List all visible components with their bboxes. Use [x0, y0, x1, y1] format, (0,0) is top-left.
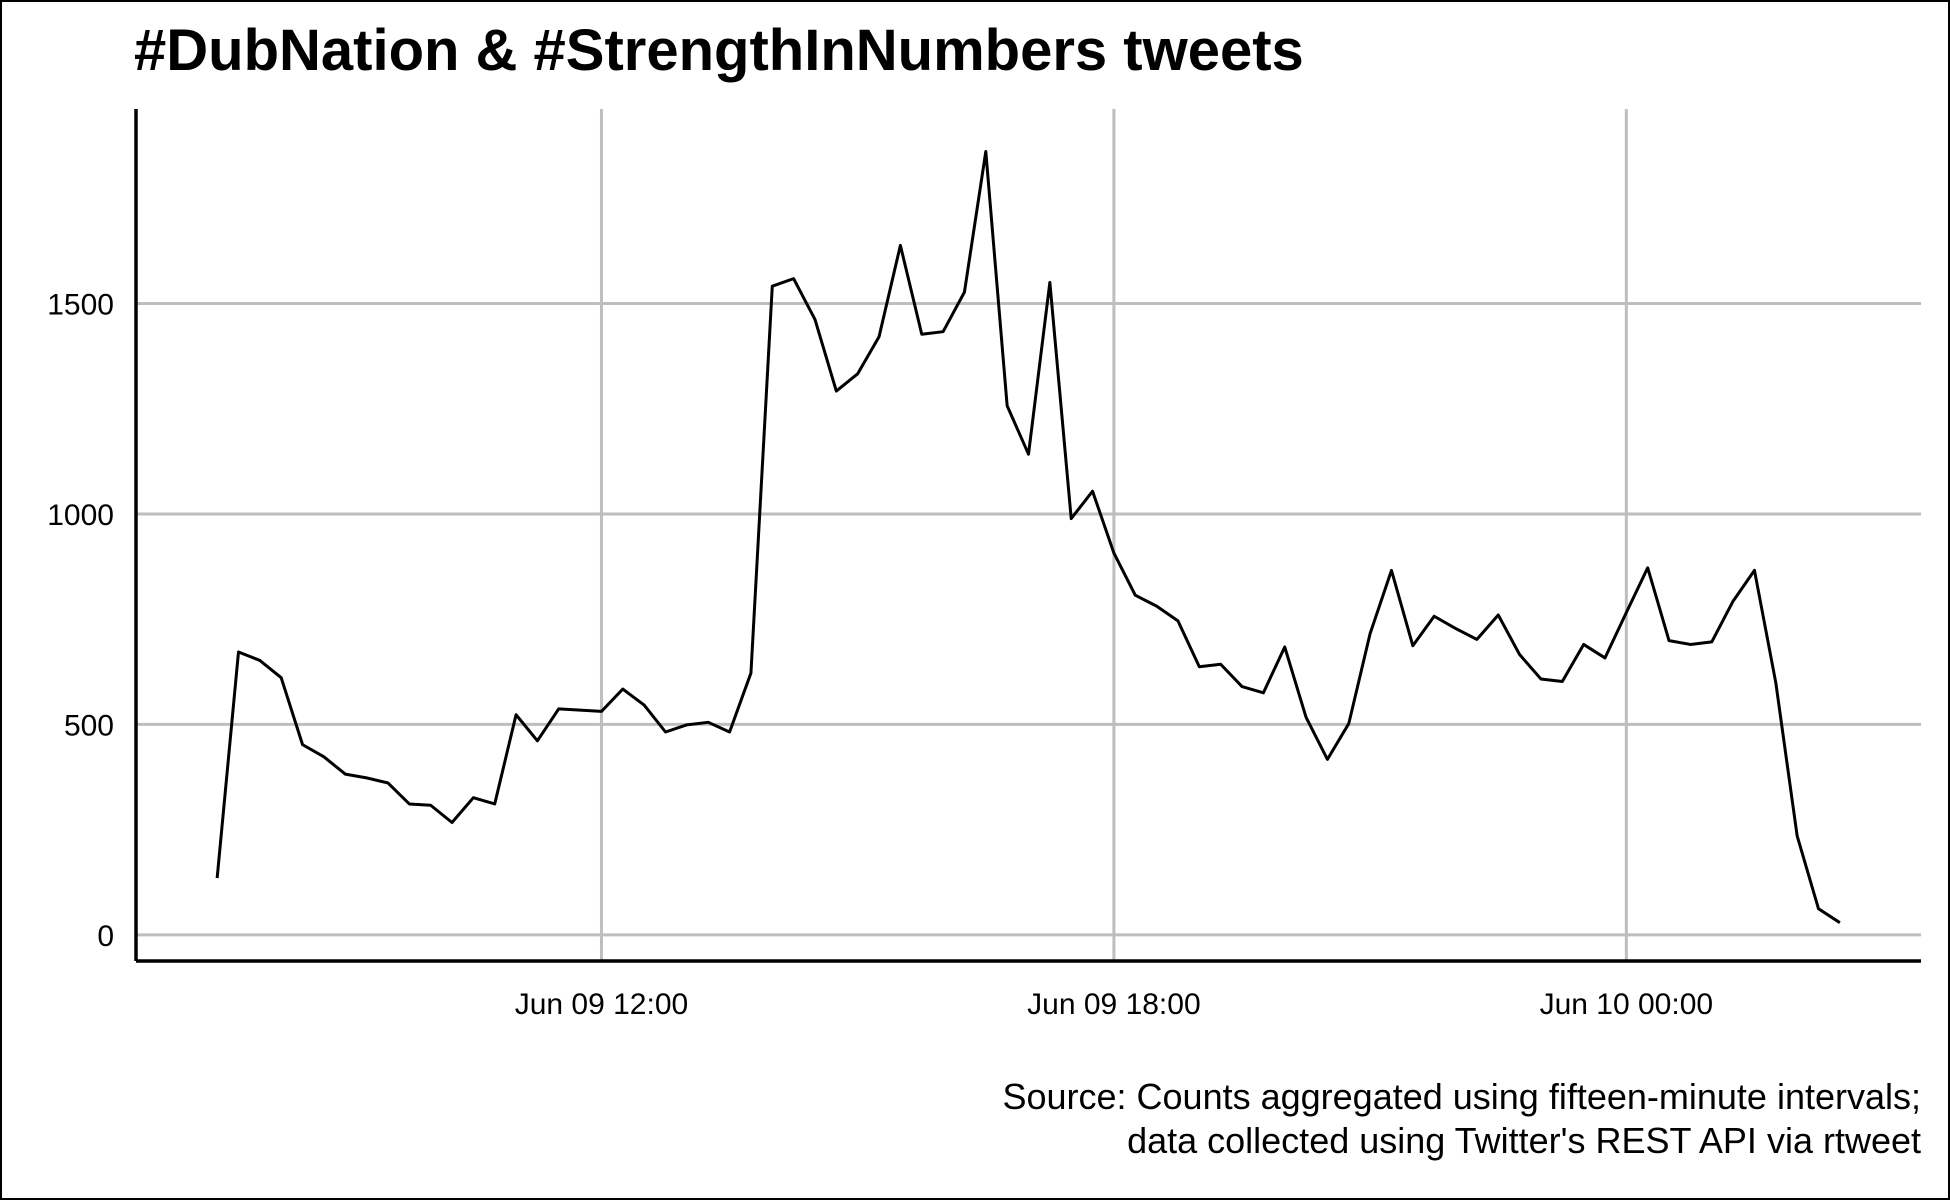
x-tick-label: Jun 09 12:00: [515, 988, 688, 1021]
caption: Source: Counts aggregated using fifteen-…: [1002, 1076, 1921, 1117]
chart-title: #DubNation & #StrengthInNumbers tweets: [134, 18, 1304, 83]
y-tick-label: 1500: [47, 288, 114, 321]
y-tick-label: 1000: [47, 499, 114, 532]
x-tick-label: Jun 09 18:00: [1027, 988, 1200, 1021]
y-tick-label: 500: [64, 709, 114, 742]
x-tick-label: Jun 10 00:00: [1540, 988, 1713, 1021]
y-tick-label: 0: [97, 920, 114, 953]
caption: data collected using Twitter's REST API …: [1127, 1120, 1921, 1161]
line: [215, 150, 1841, 924]
